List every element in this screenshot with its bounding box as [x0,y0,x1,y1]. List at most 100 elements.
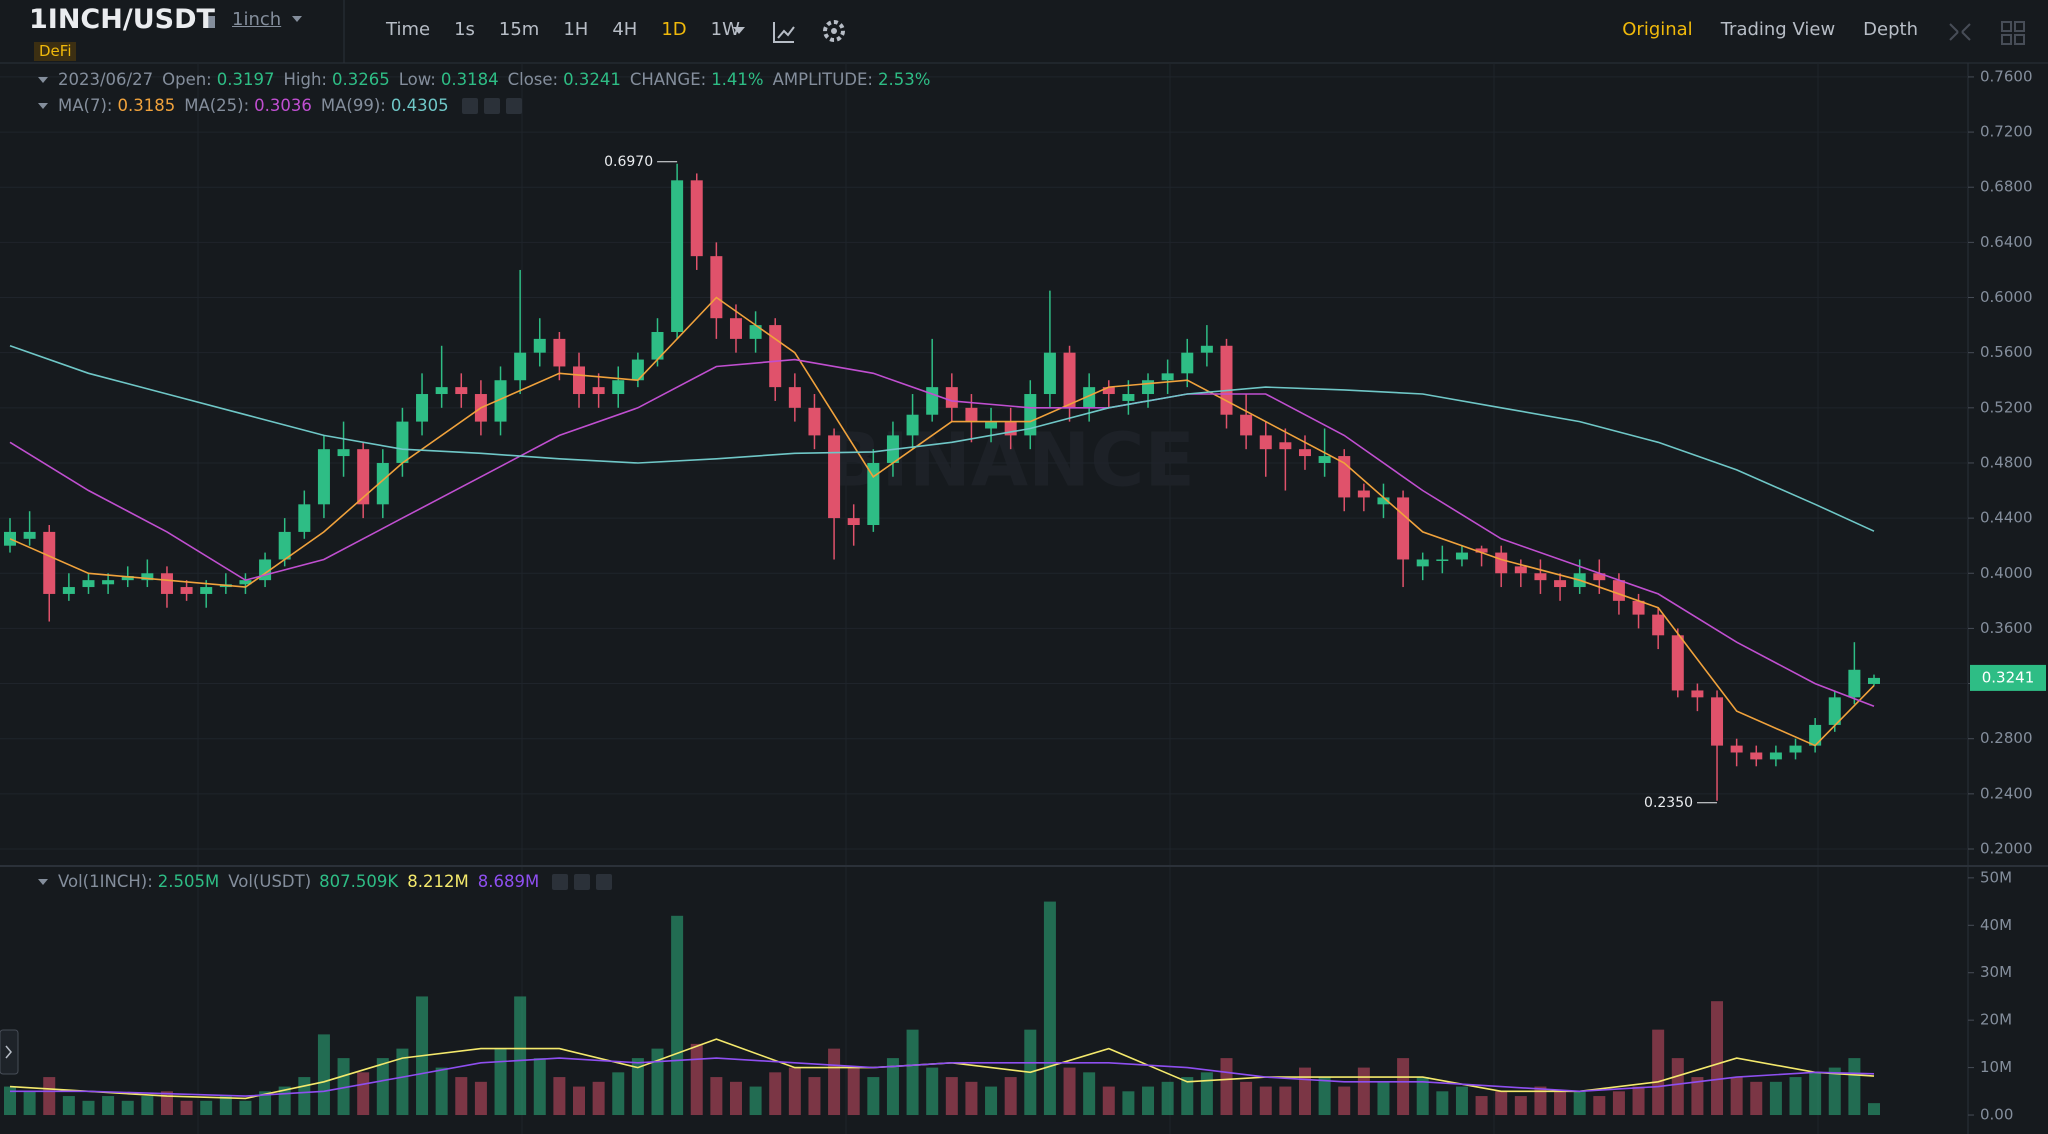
interval-option[interactable]: 1s [454,19,475,40]
candle-body [1711,697,1724,746]
interval-option[interactable]: 15m [498,19,540,40]
y-tick-label: 0.2800 [1980,729,2033,747]
volume-bar [1769,1081,1782,1116]
indicator-button[interactable] [574,873,591,890]
volume-bar [808,1077,821,1116]
volume-bar [455,1077,468,1116]
caret-shape [38,878,48,885]
volume-bar [1397,1058,1410,1116]
copy-icon[interactable] [207,16,215,28]
volume-bar [1083,1072,1096,1116]
volume-bar [1828,1067,1841,1116]
indicator-icon[interactable] [773,22,795,43]
candle-body [82,580,95,588]
candle-body [416,394,429,422]
token-link[interactable]: 1inch [232,9,282,30]
volume-bar [573,1086,586,1116]
view-tab[interactable]: Depth [1863,19,1918,40]
volume-bar [1063,1067,1076,1116]
candle-body [1652,614,1665,636]
price-tag-label: 0.3241 [1982,668,2035,686]
symbol[interactable]: 1INCH/USDT [29,4,215,35]
candle-body [1554,580,1567,588]
candle-body [121,576,134,581]
collapse-caret[interactable] [36,875,58,889]
view-tab[interactable]: Trading View [1720,19,1836,40]
candle-body [337,449,350,457]
volume-info: Vol(1INCH): 2.505M Vol(USDT) 807.509K 8.212M… [36,872,613,891]
interval-option[interactable]: Time [386,19,431,40]
candle-body [1220,345,1233,415]
volume-bar [1671,1058,1684,1116]
volume-bar [553,1077,566,1116]
volume-bar [769,1072,782,1116]
y-tick-label: 0.6800 [1980,178,2033,196]
candle-body [1063,352,1076,408]
indicator-button[interactable] [505,97,522,114]
volume-bar [1809,1072,1822,1116]
volume-bar [1102,1086,1115,1116]
candle-body [690,180,703,257]
interval-option[interactable]: 1D [661,19,687,40]
volume-bar [23,1091,36,1116]
volume-bar [1220,1058,1233,1116]
volume-bar [1711,1001,1724,1116]
candle-body [200,587,213,594]
collapse-caret[interactable] [36,73,58,87]
volume-bar [1573,1091,1586,1116]
candle-body [828,435,841,519]
interval-option[interactable]: 1W [710,19,740,40]
indicator-button[interactable] [596,873,613,890]
view-tab[interactable]: Original [1622,19,1693,40]
legend-label: MA(7): [58,96,113,115]
low-label: 0.2350 [1644,795,1693,811]
collapse-icon[interactable] [1949,23,1971,41]
volume-bar [847,1067,860,1116]
indicator-button[interactable] [461,97,478,114]
candle-body [1691,690,1704,698]
volume-bar [43,1077,56,1116]
info-label: CHANGE: [629,70,707,89]
candle-body [965,407,978,422]
settings-icon[interactable] [823,20,845,42]
legend-value: 0.3036 [254,96,312,115]
volume-bar [1691,1077,1704,1116]
candle-body [1102,387,1115,395]
volume-bar [631,1058,644,1116]
interval-option[interactable]: 1H [563,19,589,40]
y-tick-label: 0.4000 [1980,564,2033,582]
candle-body [749,325,762,339]
candle-body [1750,752,1763,760]
volume-bar [651,1048,664,1116]
candle-body [1279,442,1292,450]
layout-icon[interactable] [2001,21,2025,45]
volume-bar [1200,1072,1213,1116]
candle-body [1043,352,1056,395]
collapse-caret[interactable] [36,99,58,113]
interval-caret[interactable] [733,27,745,34]
volume-bar [612,1072,625,1116]
candle-body [1632,600,1645,615]
volume-bar [376,1058,389,1116]
indicator-button[interactable] [483,97,500,114]
candle-body [1318,456,1331,463]
volume-bar [1593,1096,1606,1116]
candle-body [1200,345,1213,353]
volume-bar [1279,1086,1292,1116]
y-tick-label: 0.5200 [1980,398,2033,416]
candle-body [62,587,75,594]
token-caret[interactable] [292,16,302,22]
volume-bar [4,1086,16,1116]
candle-body [455,387,468,395]
volume-bar [710,1077,723,1116]
info-label: Close: [507,70,559,89]
indicator-button[interactable] [552,873,569,890]
sector-tag[interactable]: DeFi [34,42,77,61]
volume-bar [1338,1086,1351,1116]
interval-bar: Time 1s 15m 1H 4H 1D 1W [386,19,740,40]
candle-body [533,338,546,353]
candle-body [573,366,586,395]
side-toggle[interactable] [0,1029,19,1075]
interval-option[interactable]: 4H [612,19,638,40]
